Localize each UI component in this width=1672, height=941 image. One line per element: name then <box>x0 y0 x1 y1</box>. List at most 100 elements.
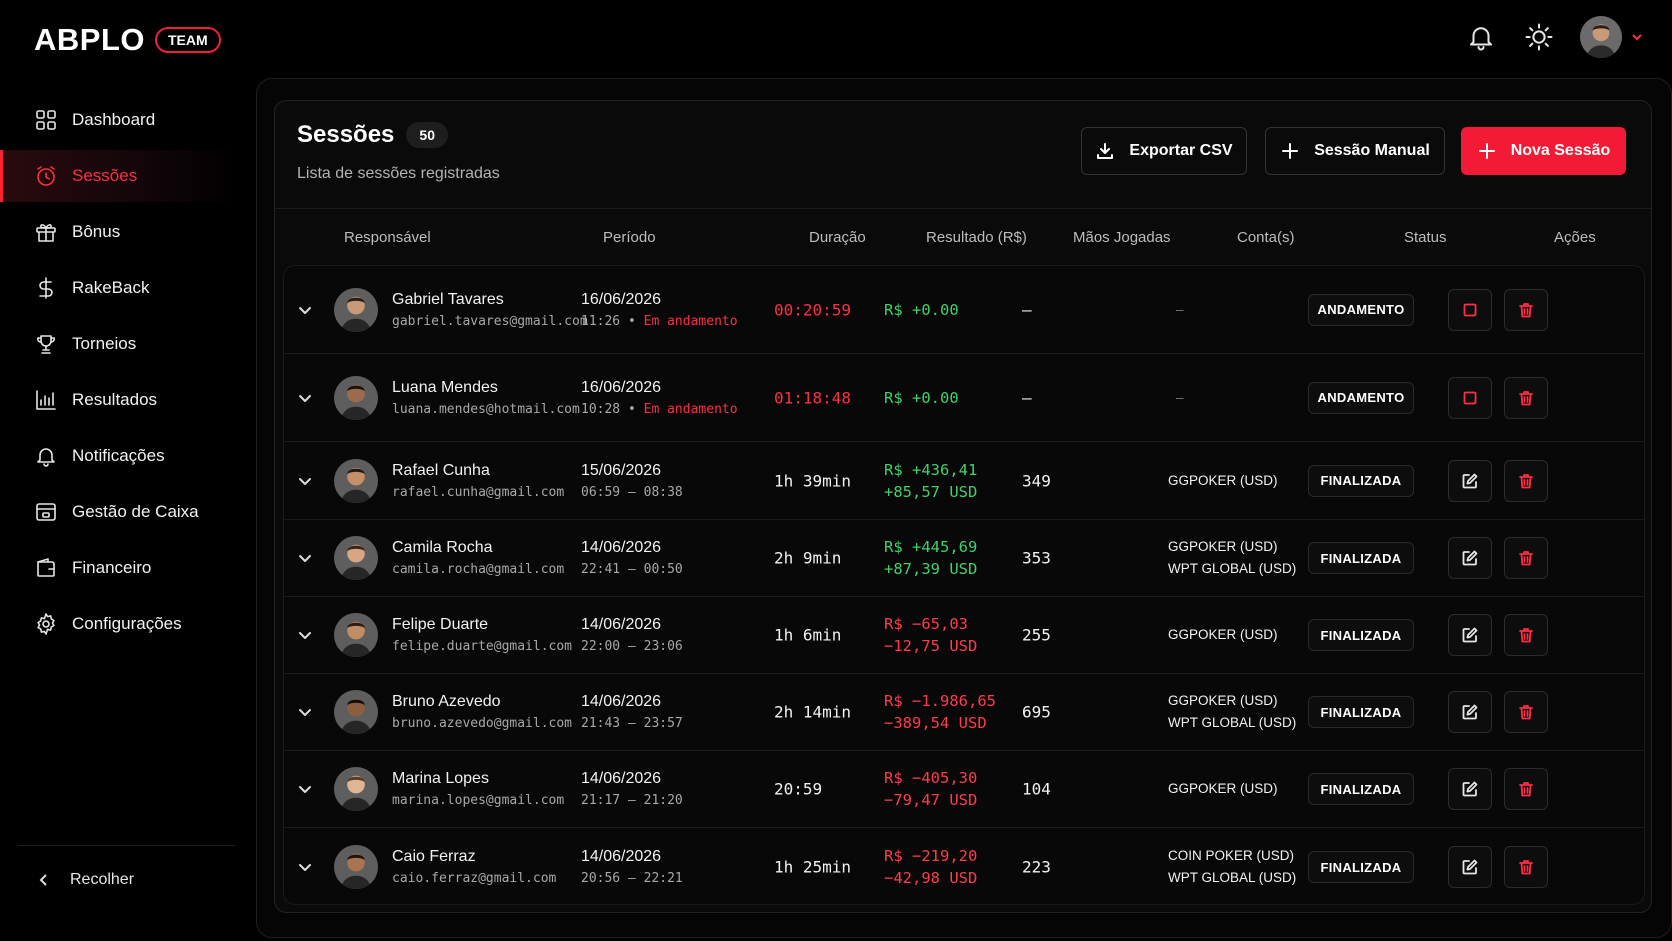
trash-icon <box>1519 473 1533 488</box>
responsible-name: Caio Ferraz <box>392 848 476 865</box>
session-time: 22:41 – 00:50 <box>581 562 683 577</box>
result-brl: R$ −65,03 <box>884 615 968 633</box>
avatar <box>1580 16 1622 58</box>
hands-played: 223 <box>1022 857 1051 877</box>
duration: 1h 25min <box>774 857 852 877</box>
result-cell: R$ −1.986,65 −389,54 USD <box>884 690 996 734</box>
brand-badge: TEAM <box>155 27 221 53</box>
result-brl: R$ +445,69 <box>884 538 978 556</box>
edit-icon <box>1462 473 1478 488</box>
result-cell: R$ −405,30 −79,47 USD <box>884 767 977 811</box>
sidebar-item-sessoes[interactable]: Sessões <box>0 150 236 202</box>
sidebar-item-notificacoes[interactable]: Notificações <box>0 430 236 482</box>
stop-icon <box>1463 391 1477 404</box>
responsible-name: Camila Rocha <box>392 539 493 556</box>
table-row[interactable]: Luana Mendes luana.mendes@hotmail.com 16… <box>284 354 1644 442</box>
theme-toggle-button[interactable] <box>1524 22 1554 52</box>
column-header-periodo[interactable]: Período <box>603 229 656 246</box>
column-header-duracao[interactable]: Duração <box>809 229 866 246</box>
column-header-resultado[interactable]: Resultado (R$) <box>926 229 1027 246</box>
delete-session-button[interactable] <box>1504 768 1548 810</box>
manual-session-button[interactable]: Sessão Manual <box>1265 127 1445 175</box>
brand-name: ABPLO <box>34 22 145 57</box>
edit-icon <box>1462 781 1478 797</box>
expand-row-button[interactable] <box>294 624 316 646</box>
time-range: 20:56 – 22:21 <box>581 871 683 886</box>
new-session-button[interactable]: Nova Sessão <box>1461 127 1626 175</box>
expand-row-button[interactable] <box>294 856 316 878</box>
sidebar-nav: Dashboard Sessões Bônus RakeBack Torneio… <box>0 94 236 654</box>
delete-session-button[interactable] <box>1504 376 1548 419</box>
table-row[interactable]: Felipe Duarte felipe.duarte@gmail.com 14… <box>284 597 1644 674</box>
table-row[interactable]: Bruno Azevedo bruno.azevedo@gmail.com 14… <box>284 674 1644 751</box>
export-csv-button[interactable]: Exportar CSV <box>1081 127 1247 175</box>
responsible-cell: Bruno Azevedo bruno.azevedo@gmail.com <box>334 690 572 734</box>
expand-row-button[interactable] <box>294 387 316 409</box>
stop-session-button[interactable] <box>1448 288 1492 331</box>
plus-icon <box>1282 143 1299 159</box>
sidebar-item-bonus[interactable]: Bônus <box>0 206 236 258</box>
hands-played: 353 <box>1022 548 1051 568</box>
session-time: 11:26 • Em andamento <box>581 313 738 329</box>
responsible-email: gabriel.tavares@gmail.com <box>392 313 588 329</box>
account-name: – <box>1176 301 1184 317</box>
collapse-sidebar-button[interactable]: Recolher <box>18 845 236 913</box>
table-row[interactable]: Gabriel Tavares gabriel.tavares@gmail.co… <box>284 266 1644 354</box>
notifications-button[interactable] <box>1466 22 1496 52</box>
sidebar-item-gestao-de-caixa[interactable]: Gestão de Caixa <box>0 486 236 538</box>
page-title: Sessões <box>297 121 395 148</box>
edit-session-button[interactable] <box>1448 691 1492 733</box>
table-row[interactable]: Caio Ferraz caio.ferraz@gmail.com 14/06/… <box>284 828 1644 904</box>
export-csv-label: Exportar CSV <box>1129 142 1233 159</box>
delete-session-button[interactable] <box>1504 614 1548 656</box>
delete-session-button[interactable] <box>1504 459 1548 502</box>
status-badge: FINALIZADA <box>1308 851 1414 883</box>
delete-session-button[interactable] <box>1504 846 1548 888</box>
cash-register-icon <box>36 503 56 521</box>
delete-session-button[interactable] <box>1504 288 1548 331</box>
column-header-contas[interactable]: Conta(s) <box>1237 229 1295 246</box>
user-menu[interactable] <box>1580 16 1644 58</box>
sidebar-item-dashboard[interactable]: Dashboard <box>0 94 236 146</box>
stop-session-button[interactable] <box>1448 376 1492 419</box>
edit-session-button[interactable] <box>1448 614 1492 656</box>
column-header-maos-jogadas[interactable]: Mãos Jogadas <box>1073 229 1171 246</box>
expand-row-button[interactable] <box>294 778 316 800</box>
expand-row-button[interactable] <box>294 470 316 492</box>
edit-session-button[interactable] <box>1448 846 1492 888</box>
sidebar-item-rakeback[interactable]: RakeBack <box>0 262 236 314</box>
sidebar-item-configuracoes[interactable]: Configurações <box>0 598 236 650</box>
expand-row-button[interactable] <box>294 701 316 723</box>
column-header-status[interactable]: Status <box>1404 229 1447 246</box>
table-row[interactable]: Marina Lopes marina.lopes@gmail.com 14/0… <box>284 751 1644 828</box>
sidebar-item-financeiro[interactable]: Financeiro <box>0 542 236 594</box>
account-name: WPT GLOBAL (USD) <box>1168 870 1297 885</box>
result-cell: R$ +0.00 <box>884 387 959 409</box>
sidebar-item-torneios[interactable]: Torneios <box>0 318 236 370</box>
edit-session-button[interactable] <box>1448 459 1492 502</box>
collapse-label: Recolher <box>70 870 135 888</box>
expand-row-button[interactable] <box>294 299 316 321</box>
stop-icon <box>1463 303 1477 316</box>
column-header-responsavel[interactable]: Responsável <box>344 229 431 246</box>
delete-session-button[interactable] <box>1504 691 1548 733</box>
accounts-cell: COIN POKER (USD) WPT GLOBAL (USD) <box>1168 845 1296 889</box>
expand-row-button[interactable] <box>294 547 316 569</box>
edit-session-button[interactable] <box>1448 768 1492 810</box>
status-badge: FINALIZADA <box>1308 773 1414 805</box>
delete-session-button[interactable] <box>1504 537 1548 579</box>
period-cell: 14/06/2026 22:41 – 00:50 <box>581 539 683 577</box>
account-name: COIN POKER (USD) <box>1168 848 1295 863</box>
brand-logo[interactable]: ABPLO TEAM <box>34 22 221 58</box>
sidebar-item-resultados[interactable]: Resultados <box>0 374 236 426</box>
responsible-email: camila.rocha@gmail.com <box>392 562 565 577</box>
period-cell: 14/06/2026 21:17 – 21:20 <box>581 770 683 808</box>
session-date: 16/06/2026 <box>581 290 662 308</box>
sessions-card: Sessões 50 Lista de sessões registradas … <box>274 100 1652 913</box>
chevron-down-icon <box>299 477 311 485</box>
table-row[interactable]: Camila Rocha camila.rocha@gmail.com 14/0… <box>284 520 1644 597</box>
account-name: GGPOKER (USD) <box>1168 627 1278 642</box>
session-time: 21:43 – 23:57 <box>581 716 683 731</box>
edit-session-button[interactable] <box>1448 537 1492 579</box>
table-row[interactable]: Rafael Cunha rafael.cunha@gmail.com 15/0… <box>284 442 1644 520</box>
